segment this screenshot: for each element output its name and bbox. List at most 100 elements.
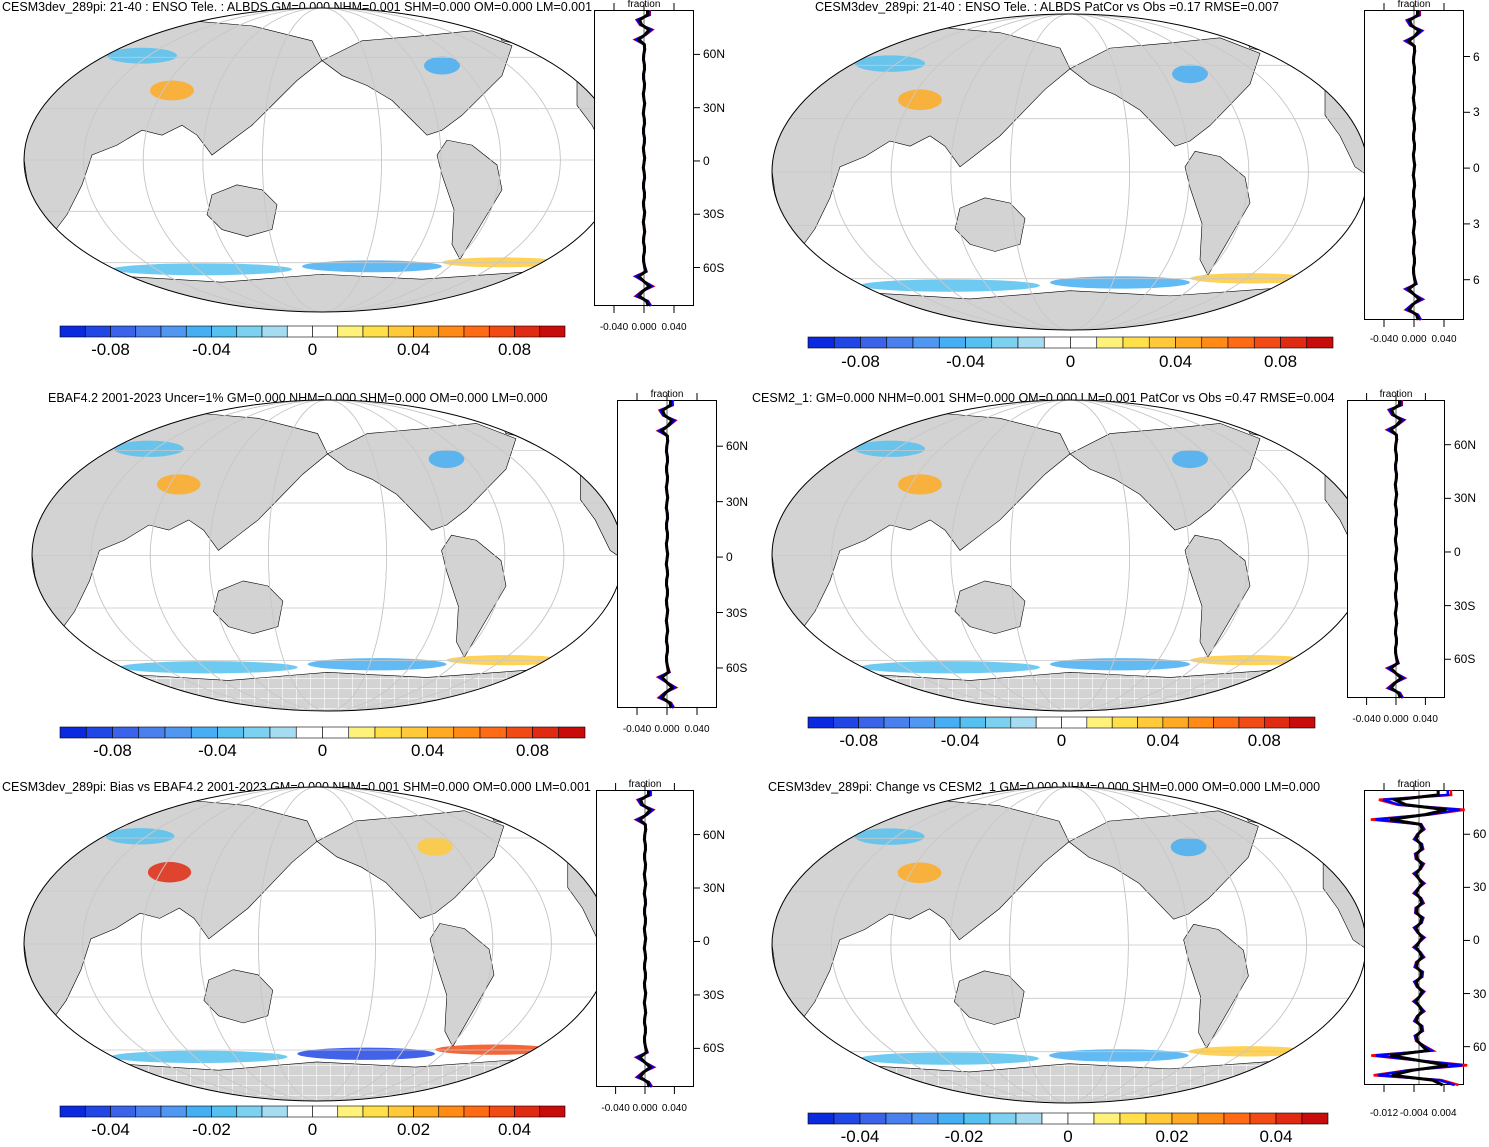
profile-axis-label: fraction [627, 0, 661, 10]
graticule-meridian [890, 787, 1248, 1103]
colorbar-swatch [1187, 716, 1214, 729]
colorbar-tick-label: -0.04 [192, 340, 231, 359]
latitude-tick-label: 0 [1473, 161, 1480, 176]
graticule-meridian [1009, 14, 1130, 330]
colorbar-tick-label: 0 [307, 340, 318, 359]
latitude-tick-label: 30N [1454, 491, 1477, 506]
colorbar-swatch [438, 325, 465, 338]
graticule-meridian [1009, 400, 1130, 711]
profile-x-tick-label: 0.040 [684, 724, 710, 735]
colorbar-swatch [463, 1105, 490, 1118]
colorbar [59, 325, 566, 338]
colorbar [59, 726, 586, 739]
latitude-tick-label: 6 [1473, 272, 1480, 287]
anomaly-southern-ocean-center [1049, 1049, 1189, 1062]
latitude-tick-label: 60N [703, 47, 726, 62]
graticule-meridian [831, 400, 1309, 711]
anomaly-southern-ocean-center [302, 260, 442, 273]
colorbar-tick-label: 0 [1063, 1127, 1073, 1146]
colorbar-tick-label: -0.04 [198, 741, 237, 760]
colorbar-swatch [1043, 336, 1071, 349]
colorbar-tick-label: -0.04 [940, 731, 980, 750]
profile-x-tick-label: 0.000 [631, 322, 657, 333]
anomaly-siberia-cool [855, 440, 925, 457]
colorbar-swatch [514, 1105, 541, 1118]
latitude-tick-label: 0 [703, 153, 710, 168]
anomaly-asia-warm [898, 89, 942, 111]
colorbar-tick-label: 0.04 [396, 340, 431, 359]
colorbar-swatch [1067, 1112, 1095, 1125]
colorbar-swatch [190, 726, 218, 739]
latitude-tick-label: 60 [1473, 1039, 1487, 1054]
colorbar-swatch [1306, 336, 1334, 349]
colorbar-swatch [1017, 336, 1045, 349]
colorbar-swatch [413, 1105, 440, 1118]
colorbar-swatch [909, 716, 936, 729]
profile-line-mean [637, 790, 653, 1088]
profile-x-tick-label: 0.000 [1383, 714, 1409, 725]
colorbar-swatch [453, 726, 481, 739]
latitude-tick-label: 60S [703, 1041, 725, 1056]
profile-axis-label: fraction [1379, 389, 1413, 400]
colorbar-swatch [858, 716, 885, 729]
colorbar-swatch [558, 726, 586, 739]
colorbar-tick-label: 0.08 [1263, 352, 1298, 371]
zonal-profile-plot [596, 783, 700, 1094]
colorbar-swatch [59, 726, 87, 739]
colorbar-swatch [965, 336, 993, 349]
colorbar-swatch [1137, 716, 1164, 729]
colorbar-swatch [59, 1105, 86, 1118]
anomaly-asia-warm [898, 474, 942, 495]
colorbar-swatch [1197, 1112, 1225, 1125]
colorbar-swatch [295, 726, 323, 739]
zonal-profile-plot [1347, 393, 1451, 705]
latitude-tick-label: 30N [726, 494, 749, 509]
colorbar-swatch [1096, 336, 1124, 349]
colorbar-swatch [236, 1105, 263, 1118]
anomaly-namerica [417, 837, 453, 856]
profile-line-mean [1389, 789, 1449, 1087]
colorbar-swatch [1111, 716, 1138, 729]
colorbar-tick-label: 0.08 [515, 741, 550, 760]
anomaly-siberia-cool [855, 55, 925, 72]
colorbar-swatch [1227, 336, 1255, 349]
anomaly-southern-ocean-west [110, 1050, 288, 1063]
colorbar-swatch [387, 325, 414, 338]
colorbar-swatch [1086, 716, 1113, 729]
latitude-tick-label: 60S [1454, 652, 1476, 667]
colorbar-swatch [1041, 1112, 1069, 1125]
colorbar-tick-label: -0.08 [841, 352, 880, 371]
colorbar-swatch [261, 325, 288, 338]
land-antarctica [772, 1061, 1366, 1103]
colorbar-tick-label: 0.02 [396, 1120, 431, 1139]
colorbar-swatch [236, 325, 263, 338]
latitude-tick-label: 3 [1473, 216, 1480, 231]
colorbar-tick-label: 0.04 [1158, 352, 1193, 371]
profile-x-tick-label: -0.040 [1369, 334, 1399, 345]
colorbar-tick-label: 0.04 [497, 1120, 532, 1139]
colorbar-swatch [912, 336, 940, 349]
anomaly-siberia-cool [854, 828, 925, 845]
colorbar-swatch [438, 1105, 465, 1118]
colorbar-swatch [362, 1105, 389, 1118]
anomaly-southern-ocean-center [1050, 658, 1190, 671]
colorbar-swatch [286, 1105, 313, 1118]
colorbar-tick-label: -0.04 [91, 1120, 130, 1139]
colorbar-tick-label: -0.02 [944, 1127, 984, 1146]
colorbar-swatch [1122, 336, 1150, 349]
profile-axis-label: fraction [1397, 0, 1431, 10]
anomaly-namerica [424, 56, 460, 75]
colorbar-swatch [413, 325, 440, 338]
profile-frame [1364, 790, 1464, 1085]
profile-x-tick-label: 0.040 [661, 322, 687, 333]
world-map [771, 786, 1367, 1104]
profile-axis-label: fraction [1397, 779, 1431, 790]
panel-title: CESM3dev_289pi: 21-40 : ENSO Tele. : ALB… [2, 0, 593, 14]
colorbar-swatch [934, 716, 961, 729]
graticule-meridian [199, 787, 435, 1101]
land-antarctica [32, 670, 623, 711]
anomaly-southern-ocean-west [119, 661, 298, 674]
colorbar-swatch [387, 1105, 414, 1118]
latitude-tick-label: 60N [1454, 437, 1477, 452]
colorbar-swatch [1275, 1112, 1303, 1125]
